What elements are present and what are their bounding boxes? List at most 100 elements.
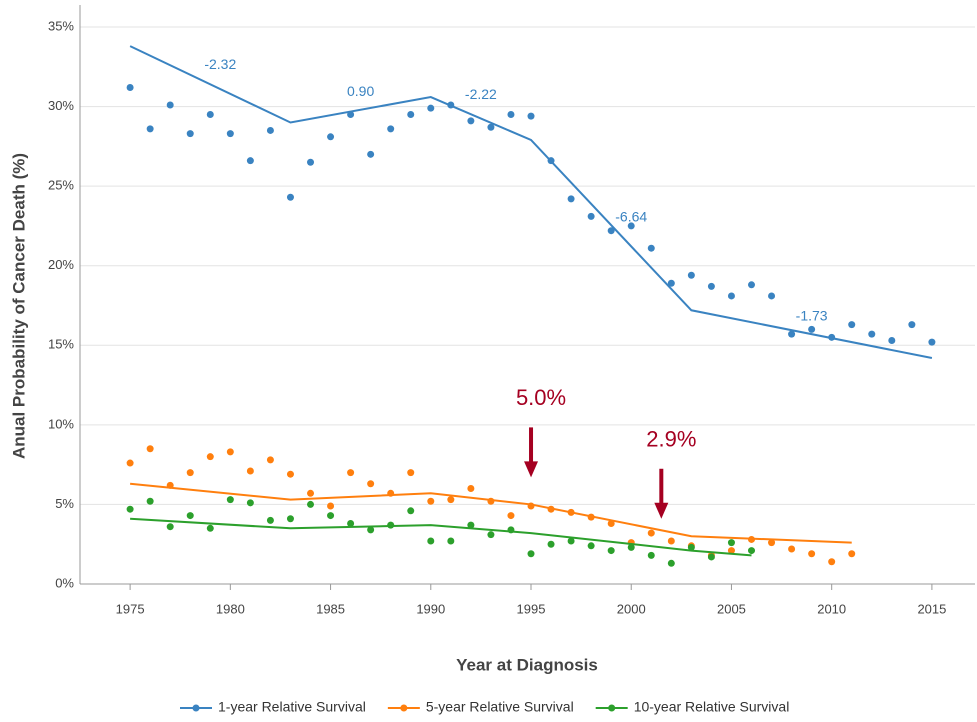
data-point bbox=[567, 195, 575, 203]
data-point bbox=[307, 500, 315, 508]
data-point bbox=[487, 123, 495, 131]
annotation: 0.90 bbox=[347, 83, 374, 99]
trend-line bbox=[130, 517, 752, 557]
data-point bbox=[367, 480, 375, 488]
data-point bbox=[888, 337, 896, 345]
data-point bbox=[407, 507, 415, 515]
data-point bbox=[808, 325, 816, 333]
data-point bbox=[587, 212, 595, 220]
data-point bbox=[146, 497, 154, 505]
x-tick-label: 1985 bbox=[316, 601, 345, 616]
data-point bbox=[407, 469, 415, 477]
data-point bbox=[748, 281, 756, 289]
data-point bbox=[286, 193, 294, 201]
data-point bbox=[707, 553, 715, 561]
data-point bbox=[126, 83, 134, 91]
x-tick-label: 1995 bbox=[517, 601, 546, 616]
y-tick-label: 35% bbox=[48, 18, 74, 33]
annotation: 5.0% bbox=[516, 385, 566, 410]
data-point bbox=[607, 227, 615, 235]
data-point bbox=[727, 547, 735, 555]
annotation: -2.22 bbox=[465, 86, 497, 102]
data-point bbox=[748, 547, 756, 555]
data-point bbox=[507, 512, 515, 520]
data-point bbox=[447, 101, 455, 109]
data-point bbox=[266, 126, 274, 134]
data-point bbox=[828, 558, 836, 566]
data-point bbox=[667, 279, 675, 287]
data-point bbox=[166, 101, 174, 109]
data-point bbox=[427, 497, 435, 505]
data-point bbox=[487, 531, 495, 539]
data-point bbox=[587, 513, 595, 521]
data-point bbox=[327, 502, 335, 510]
data-point bbox=[547, 157, 555, 165]
data-point bbox=[768, 539, 776, 547]
legend-label: 10-year Relative Survival bbox=[634, 699, 790, 715]
data-point bbox=[627, 222, 635, 230]
trend-line bbox=[130, 482, 852, 544]
data-point bbox=[507, 526, 515, 534]
data-point bbox=[928, 338, 936, 346]
data-point bbox=[527, 112, 535, 120]
x-tick-label: 2005 bbox=[717, 601, 746, 616]
legend-label: 1-year Relative Survival bbox=[218, 699, 366, 715]
data-point bbox=[307, 489, 315, 497]
data-point bbox=[587, 542, 595, 550]
data-point bbox=[547, 540, 555, 548]
data-point bbox=[327, 133, 335, 141]
data-point bbox=[126, 505, 134, 513]
x-axis-label: Year at Diagnosis bbox=[456, 655, 598, 674]
data-point bbox=[126, 459, 134, 467]
data-point bbox=[347, 469, 355, 477]
x-tick-label: 1975 bbox=[116, 601, 145, 616]
x-tick-label: 2015 bbox=[917, 601, 946, 616]
data-point bbox=[347, 111, 355, 119]
data-point bbox=[226, 496, 234, 504]
data-point bbox=[166, 523, 174, 531]
data-point bbox=[146, 445, 154, 453]
data-point bbox=[387, 125, 395, 133]
data-point bbox=[427, 104, 435, 112]
data-point bbox=[467, 485, 475, 493]
y-tick-label: 15% bbox=[48, 337, 74, 352]
data-point bbox=[367, 526, 375, 534]
y-tick-label: 10% bbox=[48, 416, 74, 431]
data-point bbox=[868, 330, 876, 338]
data-point bbox=[427, 537, 435, 545]
data-point bbox=[246, 499, 254, 507]
data-point bbox=[286, 470, 294, 478]
data-point bbox=[848, 550, 856, 558]
annotation: 2.9% bbox=[646, 427, 696, 452]
data-point bbox=[226, 448, 234, 456]
arrow-head bbox=[524, 461, 539, 478]
data-point bbox=[447, 537, 455, 545]
trend-line bbox=[129, 45, 933, 359]
data-point bbox=[527, 550, 535, 558]
data-point bbox=[186, 130, 194, 138]
data-point bbox=[527, 502, 535, 510]
y-tick-label: 25% bbox=[48, 178, 74, 193]
legend-marker bbox=[192, 704, 200, 712]
legend-marker bbox=[400, 704, 408, 712]
data-point bbox=[687, 543, 695, 551]
data-point bbox=[667, 537, 675, 545]
data-point bbox=[166, 481, 174, 489]
x-tick-label: 2010 bbox=[817, 601, 846, 616]
data-point bbox=[908, 321, 916, 329]
data-point bbox=[727, 539, 735, 547]
legend-marker bbox=[608, 704, 616, 712]
data-point bbox=[226, 130, 234, 138]
data-point bbox=[707, 282, 715, 290]
data-point bbox=[848, 321, 856, 329]
data-point bbox=[347, 520, 355, 528]
data-point bbox=[487, 497, 495, 505]
data-point bbox=[647, 529, 655, 537]
data-point bbox=[647, 244, 655, 252]
data-point bbox=[828, 333, 836, 341]
data-point bbox=[467, 521, 475, 529]
y-tick-label: 0% bbox=[55, 575, 74, 590]
legend-label: 5-year Relative Survival bbox=[426, 699, 574, 715]
data-point bbox=[607, 547, 615, 555]
